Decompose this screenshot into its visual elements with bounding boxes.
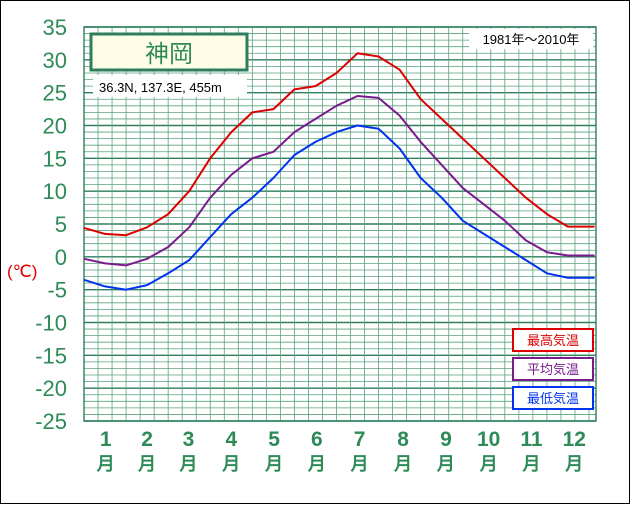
y-tick-label: -10 xyxy=(35,311,67,336)
legend-box-min xyxy=(512,386,594,410)
y-tick-labels: 35 30 25 20 15 10 5 0 -5 -10 -15 -20 -25 xyxy=(35,15,67,434)
legend-label-avg: 平均気温 xyxy=(527,362,579,377)
x-tick-month-unit: 月 xyxy=(393,454,412,474)
series-line-avg xyxy=(83,95,595,267)
plot-border xyxy=(83,26,597,422)
x-tick-month-number: 12 xyxy=(563,428,586,451)
y-tick-label: -25 xyxy=(35,409,67,434)
x-tick-month-number: 6 xyxy=(311,428,323,451)
x-tick-month-number: 5 xyxy=(268,428,280,451)
y-axis-label: (℃) xyxy=(7,262,37,281)
x-tick-month-unit: 月 xyxy=(479,454,498,474)
y-tick-label: 10 xyxy=(43,179,67,204)
x-tick-month-number: 9 xyxy=(440,428,452,451)
x-tick-month-number: 11 xyxy=(520,428,543,451)
x-tick-month-unit: 月 xyxy=(179,454,198,474)
x-tick-month-unit: 月 xyxy=(436,454,455,474)
legend-box-max xyxy=(512,328,594,352)
series-line-min xyxy=(83,124,595,291)
x-tick-month-number: 3 xyxy=(183,428,195,451)
x-tick-month-number: 7 xyxy=(354,428,366,451)
legend-box-avg xyxy=(512,357,594,381)
y-tick-label: -15 xyxy=(35,343,67,368)
x-tick-month-unit: 月 xyxy=(96,454,115,474)
x-tick-month-number: 4 xyxy=(225,428,237,451)
y-tick-label: 35 xyxy=(43,15,67,40)
x-tick-month-unit: 月 xyxy=(307,454,326,474)
y-tick-label: 25 xyxy=(43,81,67,106)
legend-label-min: 最低気温 xyxy=(527,391,579,406)
coordinates-text: 36.3N, 137.3E, 455m xyxy=(99,80,222,95)
y-tick-label: 15 xyxy=(43,146,67,171)
x-tick-month-unit: 月 xyxy=(137,454,156,474)
series-line-max xyxy=(83,52,595,237)
coordinates-box xyxy=(93,75,247,97)
x-tick-month-number: 1 xyxy=(100,428,112,451)
y-tick-label: -20 xyxy=(35,376,67,401)
x-tick-month-number: 8 xyxy=(397,428,409,451)
x-tick-month-unit: 月 xyxy=(221,454,240,474)
y-tick-label: 5 xyxy=(55,212,67,237)
x-tick-month-unit: 月 xyxy=(564,454,583,474)
x-tick-month-unit: 月 xyxy=(264,454,283,474)
y-tick-label: 0 xyxy=(55,245,67,270)
chart-title: 神岡 xyxy=(145,41,193,68)
legend: 最高気温 平均気温 最低気温 xyxy=(512,328,594,410)
x-tick-month-number: 10 xyxy=(477,428,500,451)
y-tick-label: 20 xyxy=(43,114,67,139)
series-lines xyxy=(83,52,595,291)
period-box xyxy=(469,29,593,49)
y-tick-label: -5 xyxy=(47,278,67,303)
title-box xyxy=(89,32,249,72)
x-tick-month-unit: 月 xyxy=(350,454,369,474)
x-tick-month-unit: 月 xyxy=(521,454,540,474)
x-tick-month-number: 2 xyxy=(141,428,153,451)
y-tick-label: 30 xyxy=(43,48,67,73)
period-text: 1981年〜2010年 xyxy=(483,32,580,47)
x-tick-labels: 1 月 2 月 3 月 4 月 5 月 6 月 7 月 8 月 9 月 10 月 11 月 12 月 xyxy=(96,428,586,474)
legend-label-max: 最高気温 xyxy=(527,333,579,348)
